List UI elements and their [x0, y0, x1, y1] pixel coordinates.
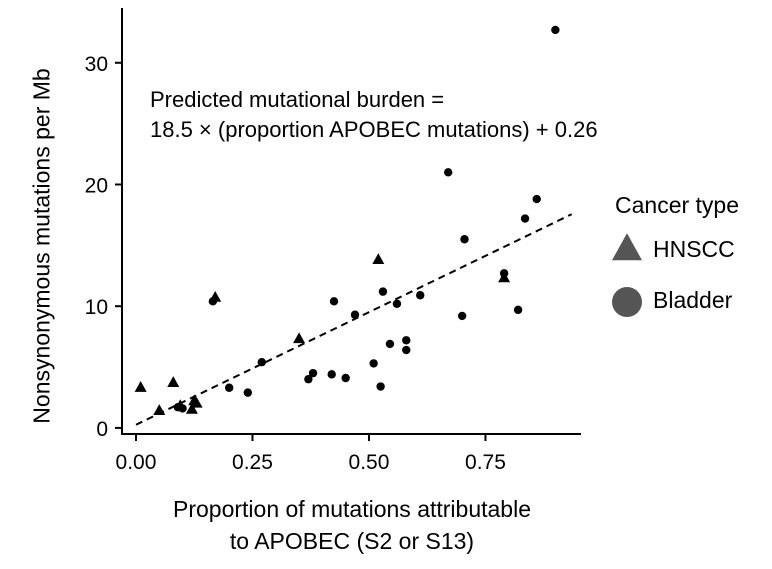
ticks: 0.00 0.25 0.50 0.75 0 10 20 30	[85, 53, 506, 474]
point-hnscc	[134, 381, 147, 392]
annotation-line-2: 18.5 × (proportion APOBEC mutations) + 0…	[150, 117, 598, 142]
point-bladder	[460, 235, 469, 244]
x-axis-label-line-2: to APOBEC (S2 or S13)	[229, 528, 475, 554]
point-bladder	[416, 291, 425, 300]
point-bladder	[532, 194, 541, 204]
x-tick-label: 0.25	[232, 451, 273, 474]
y-tick-label: 30	[85, 53, 108, 76]
point-bladder	[329, 297, 339, 306]
legend-label-hnscc: HNSCC	[653, 236, 735, 262]
point-bladder	[243, 388, 253, 397]
x-tick-label: 0.75	[465, 451, 506, 474]
legend-label-bladder: Bladder	[653, 287, 733, 313]
point-bladder	[402, 336, 411, 345]
point-bladder	[341, 373, 350, 383]
legend-triangle-icon	[612, 233, 642, 261]
point-bladder	[385, 339, 395, 349]
point-bladder	[457, 311, 467, 321]
y-axis-label: Nonsynonymous mutations per Mb	[28, 68, 55, 424]
fit-line-group	[135, 213, 573, 426]
point-bladder	[350, 310, 360, 319]
point-bladder	[178, 404, 187, 413]
axes	[121, 8, 581, 435]
point-hnscc	[190, 396, 203, 408]
x-tick-label: 0.50	[349, 451, 390, 474]
point-hnscc	[153, 404, 166, 415]
y-tick-label: 10	[85, 296, 108, 319]
legend-title: Cancer type	[615, 192, 740, 218]
data-points	[134, 25, 560, 415]
point-hnscc	[167, 376, 180, 387]
point-bladder	[224, 383, 234, 392]
point-bladder	[499, 269, 509, 278]
point-bladder	[551, 25, 560, 35]
fit-line	[135, 213, 573, 426]
point-bladder	[443, 168, 453, 177]
point-bladder	[392, 299, 402, 308]
point-hnscc	[293, 332, 306, 344]
annotation-line-1: Predicted mutational burden =	[150, 87, 445, 112]
legend	[612, 233, 642, 317]
y-tick-label: 20	[85, 174, 108, 197]
point-bladder	[378, 287, 388, 296]
y-tick-label: 0	[96, 418, 108, 441]
point-bladder	[369, 359, 378, 368]
x-tick-label: 0.00	[116, 451, 157, 474]
point-bladder	[513, 305, 523, 315]
x-axis-label-line-1: Proportion of mutations attributable	[173, 496, 531, 522]
point-bladder	[376, 382, 385, 391]
point-hnscc	[185, 402, 198, 414]
point-bladder	[520, 214, 530, 223]
point-hnscc	[372, 253, 385, 265]
point-bladder	[304, 375, 313, 384]
point-bladder	[208, 297, 218, 306]
point-bladder	[257, 357, 266, 367]
point-bladder	[402, 345, 411, 355]
point-bladder	[327, 370, 336, 379]
legend-circle-icon	[612, 287, 642, 317]
point-bladder	[308, 368, 318, 378]
